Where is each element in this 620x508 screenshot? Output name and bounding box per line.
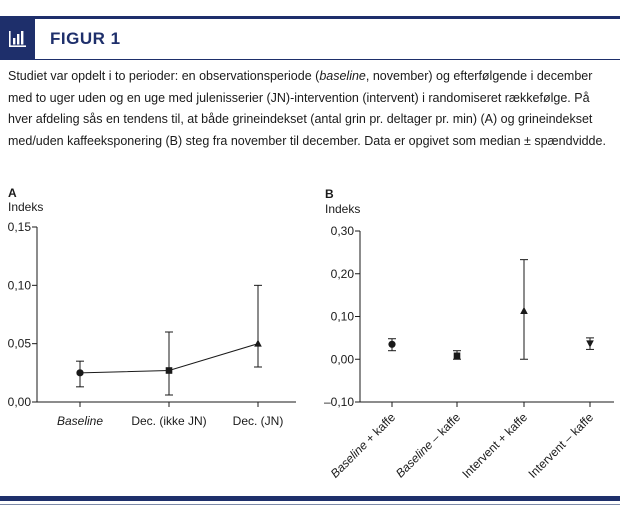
y-tick-label-b: 0,30 [331,224,355,238]
y-axis-title-a: Indeks [8,200,44,214]
y-tick-label-b: 0,00 [331,352,355,366]
y-tick-label-a: 0,00 [8,395,32,409]
y-tick-label-b: 0,10 [331,310,355,324]
figure-header: FIGUR 1 [0,16,620,60]
y-tick-label-a: 0,10 [8,278,32,292]
y-tick-label-b: 0,20 [331,267,355,281]
x-tick-label-b: Intervent + kaffe [459,410,530,481]
y-axis-title-b: Indeks [325,202,361,216]
x-tick-label-b: Baseline + kaffe [328,410,399,481]
x-tick-label-a: Baseline [57,414,103,428]
x-tick-label-b: Baseline – kaffe [393,410,463,480]
footer-line [0,504,620,505]
caption-italic: baseline [319,69,366,83]
data-point-a [254,339,262,347]
figure-title: FIGUR 1 [50,29,121,48]
bar-chart-icon [0,19,35,59]
data-point-b [388,340,396,348]
data-point-b [453,352,461,360]
data-point-b [586,340,594,348]
caption-text-2: , november) og efterfølgende i december … [8,69,606,148]
data-point-a [76,369,84,377]
x-tick-label-b: Intervent – kaffe [526,410,597,481]
data-point-a [165,367,173,374]
y-tick-label-a: 0,15 [8,220,32,234]
panel-label-a: A [8,186,17,200]
y-tick-label-b: –0,10 [324,395,354,409]
y-tick-label-a: 0,05 [8,337,32,351]
panel-label-b: B [325,187,334,201]
x-tick-label-a: Dec. (ikke JN) [131,414,206,428]
top-margin [0,0,620,16]
data-point-b [520,306,528,314]
footer-bar [0,496,620,501]
figure-caption: Studiet var opdelt i to perioder: en obs… [8,66,608,152]
caption-text-1: Studiet var opdelt i to perioder: en obs… [8,69,320,83]
x-tick-label-a: Dec. (JN) [233,414,284,428]
